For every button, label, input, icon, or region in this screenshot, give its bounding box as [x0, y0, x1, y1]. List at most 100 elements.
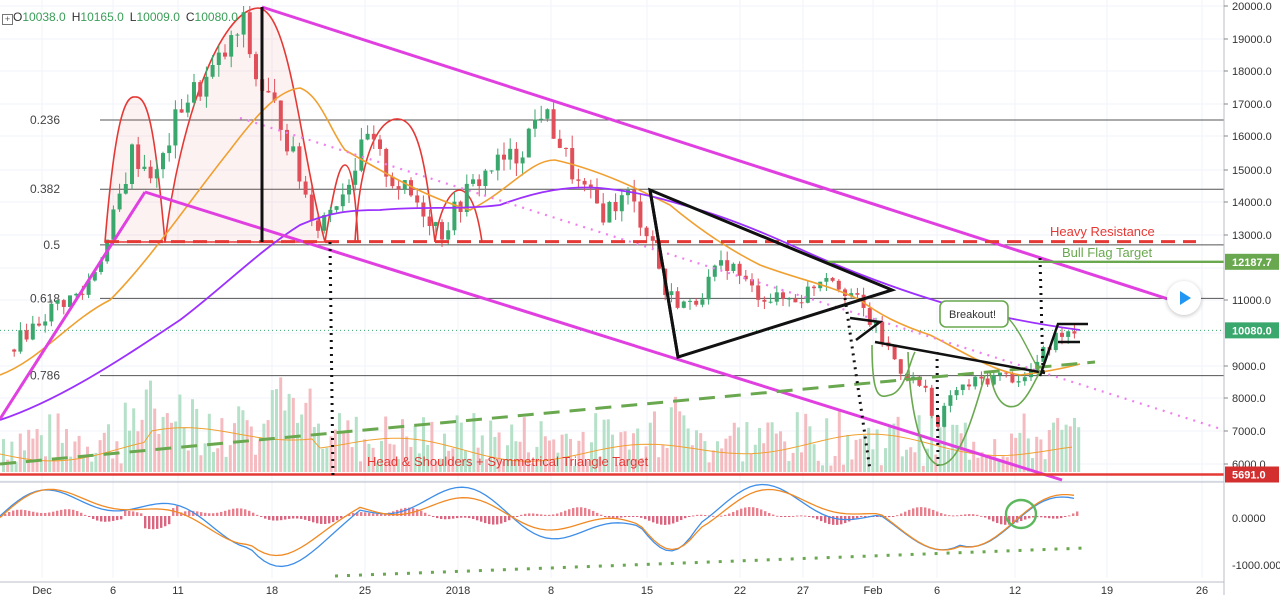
candle-body — [285, 129, 289, 152]
candle-body — [247, 12, 252, 55]
macd-hist-bar — [1024, 516, 1027, 520]
volume-bar — [921, 465, 925, 472]
candle-body — [657, 240, 661, 269]
candle-body — [712, 265, 717, 277]
volume-bar — [157, 433, 161, 472]
macd-hist-bar — [96, 516, 99, 521]
macd-hist-bar — [860, 516, 863, 517]
volume-bar — [501, 461, 505, 472]
candle-body — [960, 384, 965, 391]
candle-body — [359, 139, 364, 171]
macd-hist-bar — [360, 512, 363, 516]
candle-body — [241, 12, 246, 35]
candle-body — [353, 170, 358, 185]
volume-bar — [1039, 439, 1043, 472]
volume-bar — [770, 422, 774, 472]
volume-bar — [917, 415, 921, 472]
volume-bar — [321, 448, 325, 472]
candle-body — [743, 275, 748, 280]
time-tick-label: Dec — [32, 585, 52, 595]
macd-hist-bar — [60, 509, 63, 516]
candle-body — [502, 154, 506, 160]
play-replay-button[interactable] — [1167, 281, 1201, 315]
macd-hist-bar — [568, 509, 571, 516]
time-tick-label: 26 — [1196, 585, 1208, 595]
macd-hist-bar — [236, 508, 239, 516]
volume-bar — [909, 447, 913, 472]
candle-body — [254, 54, 258, 80]
volume-bar — [1018, 432, 1022, 472]
candle-body — [768, 301, 773, 303]
fib-levels: 0.236 0.382 0.5 0.618 0.786 — [0, 113, 1224, 383]
volume-bar — [27, 429, 31, 472]
macd-hist-bar — [972, 514, 975, 516]
macd-hist-bar — [132, 511, 135, 516]
candle-body — [861, 294, 866, 308]
macd-hist-bar — [928, 508, 931, 516]
volume-bar — [375, 462, 379, 472]
macd-hist-bar — [48, 512, 51, 516]
volume-bar — [132, 408, 136, 472]
volume-bar — [762, 443, 766, 472]
volume-bar — [531, 463, 535, 472]
small-arc-1 — [324, 164, 359, 243]
volume-bar — [1022, 413, 1026, 472]
volume-bar — [686, 428, 690, 472]
price-tick-label: 7000.0 — [1232, 426, 1266, 438]
volume-bar — [968, 459, 971, 472]
volume-bar — [354, 416, 358, 472]
macd-hist-bar — [216, 512, 219, 516]
candle-body — [725, 260, 730, 271]
candle-body — [737, 263, 742, 276]
candle-body — [719, 260, 723, 266]
volume-bar — [564, 433, 568, 472]
macd-tick-label: 0.0000 — [1232, 513, 1266, 525]
volume-bar — [879, 465, 883, 472]
macd-hist-bar — [332, 516, 335, 523]
volume-bar — [1060, 429, 1064, 472]
candle-body — [867, 307, 872, 325]
volume-bar — [102, 432, 106, 472]
volume-bar — [270, 390, 274, 472]
breakout-pointer — [1007, 317, 1041, 373]
candle-body — [520, 157, 525, 164]
price-tick-label: 15000.0 — [1232, 165, 1272, 177]
macd-hist-bar — [672, 516, 675, 524]
volume-bar — [6, 459, 10, 472]
macd-hist-bar — [468, 516, 471, 519]
candle-body — [24, 330, 29, 340]
candle-body — [557, 138, 562, 148]
expand-icon[interactable]: + — [2, 14, 13, 25]
volume-bar — [867, 427, 871, 472]
bull-flag-tag-label: 12187.7 — [1232, 257, 1272, 269]
candle-body — [1010, 373, 1015, 383]
macd-hist-bar — [476, 516, 479, 521]
candle-body — [750, 279, 754, 286]
volume-bar — [707, 462, 711, 472]
macd-hist-bar — [980, 515, 983, 517]
macd-hist-bar — [1052, 516, 1055, 519]
volume-bar — [119, 463, 123, 472]
macd-hist-bar — [420, 510, 423, 516]
fib-label: 0.618 — [30, 291, 60, 305]
volume-bar — [711, 450, 715, 472]
macd-hist-bar — [44, 512, 47, 516]
rising-support-line — [0, 360, 1096, 466]
macd-hist-bar — [352, 513, 355, 516]
volume-bar — [115, 441, 119, 472]
open-label: O — [13, 10, 23, 24]
volume-bar — [640, 457, 644, 472]
candle-body — [781, 292, 785, 299]
volume-bar — [359, 461, 362, 472]
time-tick-label: 8 — [548, 585, 554, 595]
price-tick-label: 18000.0 — [1232, 66, 1272, 78]
candle-body — [564, 147, 568, 149]
macd-hist-bar — [756, 508, 759, 516]
macd-hist-bar — [24, 510, 27, 516]
measured-move-4 — [1038, 257, 1045, 373]
macd-signal-line — [0, 488, 1075, 557]
volume-bar — [455, 415, 459, 472]
volume-bar — [1068, 426, 1072, 472]
